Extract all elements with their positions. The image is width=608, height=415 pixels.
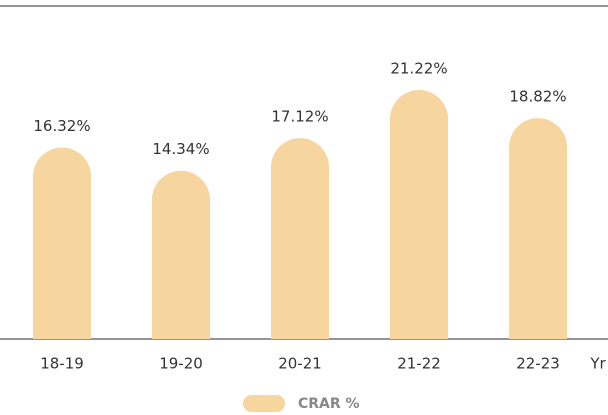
bar: [152, 170, 210, 339]
bar: [271, 138, 329, 339]
bar: [509, 118, 567, 339]
value-label: 14.34%: [152, 140, 209, 158]
value-label: 21.22%: [390, 60, 447, 78]
value-label: 17.12%: [271, 108, 328, 126]
bar: [390, 90, 448, 339]
x-tick-label: 19-20: [159, 355, 203, 373]
x-tick-label: 18-19: [40, 355, 84, 373]
x-tick-label: 21-22: [397, 355, 441, 373]
value-label: 18.82%: [509, 88, 566, 106]
legend-label: CRAR %: [298, 396, 360, 412]
x-tick-label: 20-21: [278, 355, 322, 373]
legend-swatch: [243, 395, 285, 412]
bar: [33, 147, 91, 339]
x-tick-label: 22-23: [516, 355, 560, 373]
value-label: 16.32%: [33, 117, 90, 135]
x-axis-label: Yr: [589, 355, 606, 373]
